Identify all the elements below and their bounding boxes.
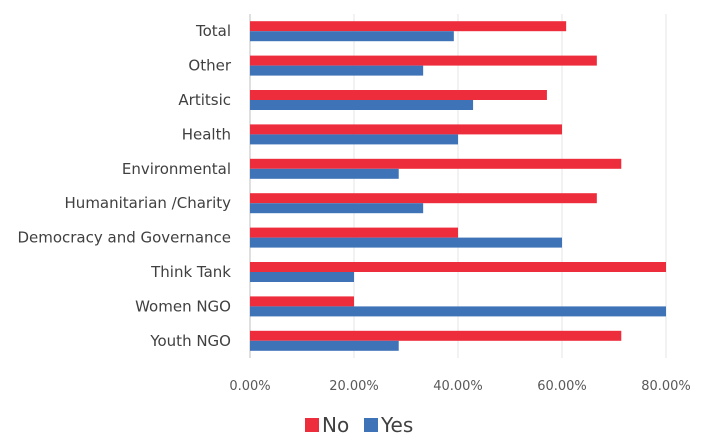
bar-yes: [250, 272, 354, 282]
bar-yes: [250, 100, 474, 110]
category-label: Health: [182, 125, 231, 143]
bar-yes: [250, 65, 424, 76]
category-label: Total: [195, 22, 231, 40]
bar-yes: [250, 31, 454, 42]
x-tick-label: 80.00%: [641, 379, 691, 394]
category-label: Democracy and Governance: [17, 229, 231, 247]
bar-yes: [250, 168, 399, 179]
x-tick-label: 20.00%: [329, 379, 379, 394]
bar-no: [250, 330, 622, 341]
category-label: Artitsic: [178, 91, 231, 109]
x-axis-tick-labels: 0.00% 20.00% 40.00% 60.00% 80.00%: [229, 379, 690, 394]
legend-swatch-no: [305, 418, 319, 432]
bar-yes: [250, 306, 666, 317]
category-label: Other: [188, 57, 231, 75]
x-tick-label: 60.00%: [537, 379, 587, 394]
x-tick-label: 0.00%: [229, 379, 270, 394]
bar-no: [250, 158, 622, 169]
bar-yes: [250, 237, 562, 248]
category-label: Humanitarian /Charity: [65, 194, 232, 212]
bar-yes: [250, 340, 399, 351]
bar-no: [250, 227, 458, 238]
bar-no: [250, 193, 597, 204]
category-labels: Total Other Artitsic Health Environmental Hum…: [17, 22, 231, 350]
category-label: Youth NGO: [149, 332, 231, 350]
category-label: Think Tank: [150, 263, 231, 281]
bar-no: [250, 21, 567, 32]
legend-label-no: No: [322, 413, 349, 437]
bar-no: [250, 296, 354, 307]
category-label: Environmental: [122, 160, 231, 178]
bar-no: [250, 124, 562, 135]
x-tick-label: 40.00%: [433, 379, 483, 394]
bar-no: [250, 90, 547, 100]
bar-no: [250, 262, 666, 272]
bar-yes: [250, 134, 458, 145]
legend-label-yes: Yes: [380, 413, 413, 437]
bar-yes: [250, 203, 424, 214]
category-label: Women NGO: [135, 297, 231, 315]
bar-no: [250, 55, 597, 66]
legend: No Yes: [305, 413, 413, 437]
bars: [250, 21, 666, 351]
legend-swatch-yes: [364, 418, 378, 432]
